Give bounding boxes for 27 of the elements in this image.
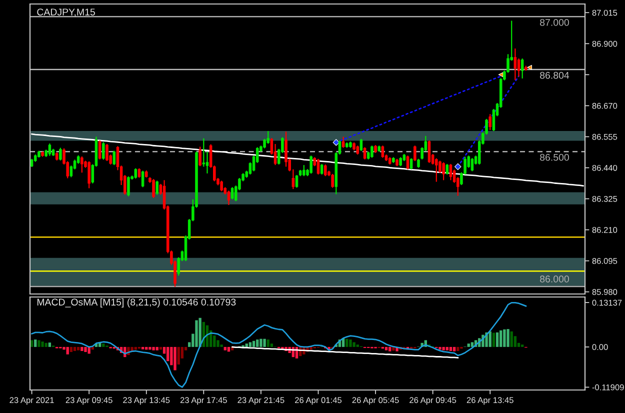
y-tick-label: 0.13137 [592,300,622,306]
x-tick-label: 23 Apr 09:45 [66,397,112,405]
chart-title: MACD_OsMA [M15] (8,21,5) 0.10546 0.10793 [37,298,236,308]
x-tick-label: 23 Apr 13:45 [123,397,170,405]
y-tick-label: 0.00 [592,344,608,350]
y-tick-label: 86.325 [592,196,618,202]
ref-line-label: 87.000 [540,19,569,26]
y-tick-label: 87.015 [592,10,618,16]
y-tick-label: 86.440 [592,164,618,171]
y-tick-label: 86.210 [592,226,618,233]
y-tick-label: 85.980 [592,289,618,295]
x-tick-label: 26 Apr 01:45 [295,397,342,405]
y-tick-label: -0.11909 [592,384,624,390]
ref-line-label: 86.000 [540,276,569,282]
x-tick-label: 23 Apr 2021 [10,397,54,405]
y-tick-label: 86.095 [592,258,618,264]
ref-line-label: 86.804 [540,72,570,79]
y-tick-label: 86.670 [592,102,618,109]
x-tick-label: 26 Apr 09:45 [410,397,456,405]
ref-line-label: 86.500 [540,154,569,161]
y-tick-label: 86.900 [592,40,618,47]
x-tick-label: 23 Apr 21:45 [238,397,284,405]
x-tick-label: 26 Apr 13:45 [466,397,514,405]
x-tick-label: 23 Apr 17:45 [180,397,227,405]
y-tick-label: 86.555 [592,134,618,140]
x-tick-label: 26 Apr 05:45 [352,397,399,405]
chart-title: CADJPY,M15 [37,8,95,17]
